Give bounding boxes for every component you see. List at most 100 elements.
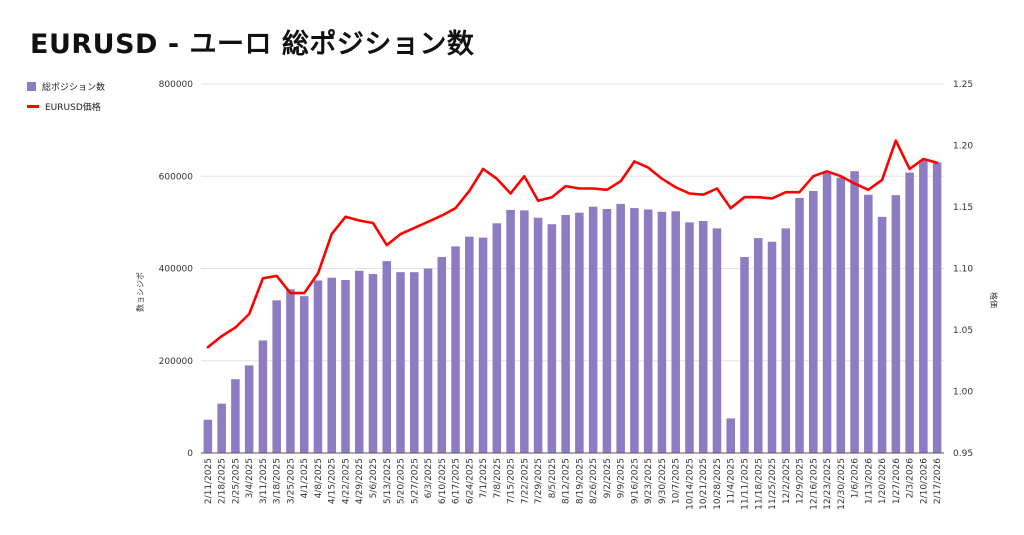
legend-line-label: EURUSD価格 <box>45 102 101 113</box>
bar <box>685 222 694 453</box>
x-tick-label: 3/4/2025 <box>245 458 255 498</box>
bar <box>932 162 942 453</box>
bar <box>299 296 309 453</box>
x-tick-label: 4/15/2025 <box>328 458 338 504</box>
y-right-tick-label: 1.25 <box>953 80 973 90</box>
y-right-tick-label: 1.15 <box>953 203 973 213</box>
bar <box>423 268 433 453</box>
x-tick-label: 6/10/2025 <box>438 458 448 504</box>
x-tick-label: 9/30/2025 <box>658 458 668 504</box>
x-tick-label: 8/5/2025 <box>548 458 558 498</box>
bar <box>767 241 777 453</box>
legend-bar-label: 総ポジション数 <box>42 82 106 93</box>
x-tick-label: 10/21/2025 <box>699 458 709 510</box>
x-tick-label: 12/9/2025 <box>796 458 806 504</box>
bar <box>643 209 653 453</box>
bar <box>781 228 791 453</box>
bar <box>217 403 226 453</box>
bar <box>533 217 543 453</box>
x-tick-label: 7/22/2025 <box>520 458 530 504</box>
bar <box>850 171 859 453</box>
x-tick-label: 10/14/2025 <box>685 458 695 510</box>
bar <box>258 340 268 453</box>
bar <box>478 237 488 453</box>
x-tick-label: 8/12/2025 <box>562 458 572 504</box>
bar <box>630 208 639 453</box>
bar <box>698 220 708 453</box>
x-tick-label: 3/25/2025 <box>286 458 296 504</box>
bar <box>575 212 584 453</box>
y-left-tick-label: 600000 <box>159 172 194 182</box>
y-right-tick-label: 1.10 <box>953 265 973 275</box>
bar <box>657 211 667 453</box>
bar <box>354 270 364 453</box>
x-tick-label: 12/2/2025 <box>782 458 792 504</box>
x-tick-label: 9/2/2025 <box>603 458 613 498</box>
bar <box>588 206 598 453</box>
x-tick-label: 5/20/2025 <box>397 458 407 504</box>
legend-bar-swatch <box>27 81 36 91</box>
x-tick-label: 6/24/2025 <box>465 458 475 504</box>
bar <box>410 272 419 453</box>
bar <box>203 419 213 453</box>
bar <box>809 191 818 453</box>
bar <box>905 172 914 453</box>
y-axis-right-label: 格価 <box>989 292 999 308</box>
x-tick-label: 4/29/2025 <box>355 458 365 504</box>
legend: 総ポジション数 EURUSD価格 <box>27 76 105 116</box>
bar <box>244 365 254 453</box>
y-left-tick-label: 0 <box>187 449 193 459</box>
x-tick-label: 11/11/2025 <box>740 458 750 510</box>
bar-series <box>203 160 942 454</box>
bar <box>396 272 405 453</box>
bar <box>506 209 515 453</box>
bar <box>864 194 873 453</box>
x-tick-label: 10/7/2025 <box>672 458 682 504</box>
x-tick-label: 7/15/2025 <box>507 458 517 504</box>
bar <box>919 160 928 453</box>
x-tick-label: 8/19/2025 <box>575 458 585 504</box>
bar <box>726 418 735 453</box>
x-tick-label: 1/13/2026 <box>864 458 874 504</box>
bar <box>616 203 625 453</box>
y-right-tick-label: 0.95 <box>953 449 973 459</box>
y-right-tick-label: 1.20 <box>953 142 973 152</box>
bar <box>341 280 350 453</box>
bar <box>795 197 804 453</box>
x-tick-label: 4/1/2025 <box>300 458 310 498</box>
x-tick-label: 3/18/2025 <box>273 458 283 504</box>
bar <box>465 236 474 453</box>
y-left-tick-label: 800000 <box>159 80 194 90</box>
x-tick-label: 1/6/2026 <box>851 458 861 499</box>
bar <box>313 280 323 453</box>
x-tick-label: 2/25/2025 <box>231 458 241 504</box>
bar <box>492 223 502 453</box>
bar <box>740 256 749 453</box>
x-tick-label: 2/17/2026 <box>933 458 943 504</box>
x-tick-label: 9/23/2025 <box>644 458 654 504</box>
y-left-tick-label: 200000 <box>159 357 194 367</box>
legend-item-bar: 総ポジション数 <box>27 76 105 96</box>
y-left-tick-label: 400000 <box>159 265 194 275</box>
x-tick-label: 10/28/2025 <box>713 458 723 510</box>
bar <box>836 177 846 454</box>
x-tick-label: 5/6/2025 <box>369 458 379 498</box>
bar <box>753 238 763 453</box>
x-tick-label: 11/25/2025 <box>768 458 778 510</box>
x-tick-label: 11/4/2025 <box>727 458 737 504</box>
bar <box>712 228 722 453</box>
x-tick-label: 7/8/2025 <box>493 458 503 498</box>
bar <box>547 224 557 453</box>
x-tick-label: 7/29/2025 <box>534 458 544 504</box>
x-tick-label: 4/22/2025 <box>341 458 351 504</box>
x-tick-label: 3/11/2025 <box>259 458 269 504</box>
gridlines <box>201 83 944 454</box>
bar <box>877 216 887 453</box>
y-right-tick-label: 1.05 <box>953 326 973 336</box>
bar <box>822 171 832 453</box>
x-tick-label: 12/23/2025 <box>823 458 833 510</box>
bar <box>561 214 570 453</box>
legend-line-swatch <box>27 104 39 108</box>
x-tick-label: 2/11/2025 <box>204 458 214 504</box>
bar <box>671 211 680 453</box>
